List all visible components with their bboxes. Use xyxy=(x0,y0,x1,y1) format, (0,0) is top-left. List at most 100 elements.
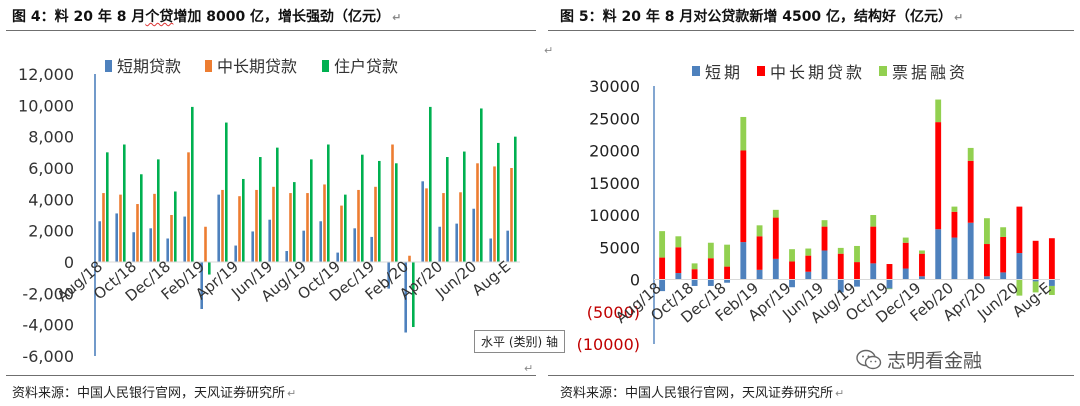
bar-segment xyxy=(983,276,990,280)
bar xyxy=(302,230,305,262)
bar-segment xyxy=(659,231,666,258)
bar-segment xyxy=(740,150,747,243)
bar xyxy=(340,205,343,262)
left-source-divider xyxy=(6,375,536,376)
legend-label: 中长期贷款 xyxy=(217,57,297,76)
bar xyxy=(374,186,377,262)
bar xyxy=(514,136,517,262)
bar xyxy=(208,262,211,275)
bar xyxy=(361,154,364,262)
bar xyxy=(115,213,118,262)
bar-segment xyxy=(935,122,942,230)
bar xyxy=(357,189,360,262)
bar xyxy=(251,231,254,262)
bar-segment xyxy=(1032,240,1039,280)
right-source-divider xyxy=(548,375,1074,376)
left-title-rest: 增加 8000 亿，增长强劲（亿元） xyxy=(173,9,391,25)
bar xyxy=(459,192,462,262)
bar-segment xyxy=(772,209,779,218)
bar xyxy=(191,106,194,263)
y-tick-label: 10000 xyxy=(589,206,640,225)
horizontal-axis-tooltip: 水平 (类别) 轴 xyxy=(474,330,565,353)
bar xyxy=(221,189,224,262)
bar-segment xyxy=(659,257,666,280)
bar xyxy=(255,189,258,262)
bar xyxy=(285,251,288,262)
bar-segment xyxy=(1016,253,1023,280)
bar-segment xyxy=(902,242,909,269)
bar xyxy=(276,147,279,262)
bar-segment xyxy=(691,263,698,270)
bar xyxy=(370,236,373,262)
bar xyxy=(123,144,126,262)
bar-segment xyxy=(1000,236,1007,273)
bar xyxy=(404,262,407,333)
bar-segment xyxy=(707,258,714,280)
bar xyxy=(378,160,381,262)
bar-segment xyxy=(935,99,942,123)
bar-segment xyxy=(870,226,877,264)
y-tick-label: 10,000 xyxy=(18,96,74,115)
bar xyxy=(268,219,271,262)
legend-swatch xyxy=(205,60,212,72)
bar xyxy=(497,142,500,262)
bar xyxy=(102,193,105,262)
bar-segment xyxy=(886,279,893,289)
right-source-text: 资料来源：中国人民银行官网，天风证券研究所 ↵ xyxy=(560,382,844,401)
y-tick-label: 12,000 xyxy=(18,65,74,84)
bar-segment xyxy=(983,244,990,277)
bar-segment xyxy=(967,160,974,223)
bar xyxy=(489,238,492,262)
bar-segment xyxy=(707,242,714,259)
bar xyxy=(259,157,262,262)
legend-label: 短期贷款 xyxy=(117,57,181,76)
bar xyxy=(119,194,122,262)
bar-segment xyxy=(1048,238,1055,280)
bar xyxy=(310,159,313,262)
bar xyxy=(272,186,275,262)
bar-segment xyxy=(1016,279,1023,296)
y-tick-label: 0 xyxy=(630,271,640,290)
left-source-label: 资料来源：中国人民银行官网，天风证券研究所 xyxy=(12,386,286,401)
bar-segment xyxy=(837,279,844,293)
y-tick-label: 20000 xyxy=(589,142,640,161)
bar-segment xyxy=(1000,272,1007,280)
bar-segment xyxy=(740,242,747,280)
bar-segment xyxy=(805,255,812,272)
bar xyxy=(387,262,390,289)
bar xyxy=(200,262,203,309)
bar-segment xyxy=(707,279,714,286)
bar-segment xyxy=(854,279,860,287)
bar-segment xyxy=(902,237,909,243)
y-tick-label: 25000 xyxy=(589,109,640,128)
bar-segment xyxy=(837,253,844,280)
right-chart-panel: 图 5：料 20 年 8 月对公贷款新增 4500 亿，结构好（亿元） ↵ 300… xyxy=(542,0,1080,406)
bar-segment xyxy=(740,116,747,151)
bar xyxy=(353,228,356,262)
bar-segment xyxy=(659,279,666,292)
bar xyxy=(183,216,186,262)
bar xyxy=(187,152,190,262)
bar xyxy=(323,184,326,262)
bar-segment xyxy=(1048,285,1055,295)
bar-segment xyxy=(854,262,860,280)
paragraph-mark-icon: ↵ xyxy=(392,11,402,24)
bar-segment xyxy=(789,261,795,280)
bar-segment xyxy=(789,279,795,288)
y-tick-label: 15000 xyxy=(589,174,640,193)
left-title-divider xyxy=(6,30,536,31)
bar-segment xyxy=(772,217,779,259)
bar-segment xyxy=(967,147,974,161)
y-tick-label: 4,000 xyxy=(28,190,74,209)
left-bar-chart: 12,000 10,000 8,000 6,000 4,000 2,000 0 -2,000 -… xyxy=(18,57,520,366)
y-tick-label: 8,000 xyxy=(28,128,74,147)
bar-segment xyxy=(1032,279,1039,282)
bar xyxy=(446,157,449,262)
left-chart-panel: 图 4：料 20 年 8 月个贷增加 8000 亿，增长强劲（亿元） ↵ 12,0… xyxy=(6,9,565,401)
bar xyxy=(472,208,475,262)
legend-swatch xyxy=(879,66,887,76)
bar xyxy=(463,151,466,262)
bar xyxy=(344,194,347,262)
bar-segment xyxy=(902,268,909,280)
bar xyxy=(455,223,458,262)
